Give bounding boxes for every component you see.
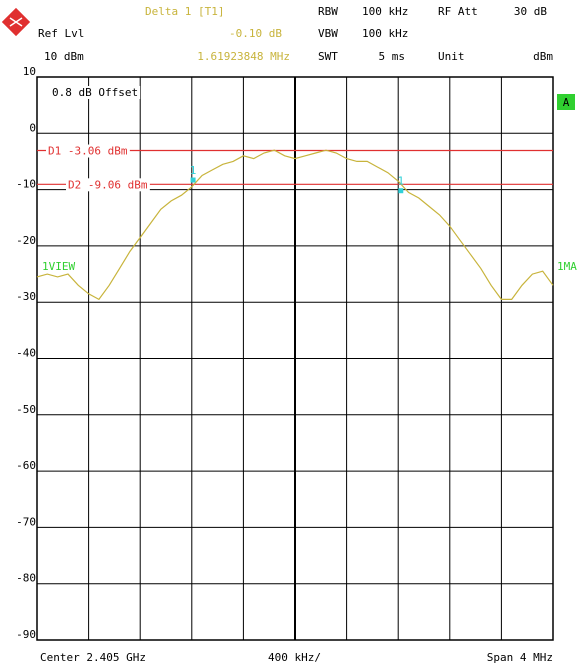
note-bg — [50, 86, 141, 99]
center-freq: Center 2.405 GHz — [40, 651, 146, 664]
y-tick-label: -50 — [16, 403, 36, 416]
span: Span 4 MHz — [487, 651, 553, 664]
y-tick-label: -40 — [16, 347, 36, 360]
y-tick-label: -80 — [16, 572, 36, 585]
rfatt-value: 30 dB — [514, 5, 547, 18]
delta-value: -0.10 dB — [229, 27, 282, 40]
offset-note: 0.8 dB Offset — [52, 86, 138, 99]
logo — [1, 7, 31, 37]
delta-label: Delta 1 [T1] — [145, 5, 224, 18]
swt-label: SWT — [318, 50, 338, 63]
rbw-value: 100 kHz — [362, 5, 408, 18]
rbw-label: RBW — [318, 5, 338, 18]
per-div: 400 kHz/ — [268, 651, 321, 664]
unit-value: dBm — [533, 50, 553, 63]
marker — [190, 177, 196, 183]
y-tick-label: -70 — [16, 515, 36, 528]
vbw-value: 100 kHz — [362, 27, 408, 40]
y-tick-label: -20 — [16, 234, 36, 247]
label-bg — [46, 144, 130, 158]
marker — [398, 188, 404, 194]
delta-freq: 1.61923848 MHz — [197, 50, 290, 63]
ref-value: 10 dBm — [44, 50, 84, 63]
y-tick-label: -10 — [16, 178, 36, 191]
label-bg — [66, 178, 150, 192]
vbw-label: VBW — [318, 27, 338, 40]
badge: A — [563, 96, 570, 109]
unit-label: Unit — [438, 50, 465, 63]
marker-label: 1 — [397, 175, 404, 188]
display-line-label: D2 -9.06 dBm — [68, 178, 148, 191]
badge-bg — [557, 94, 575, 110]
y-tick-label: 0 — [29, 121, 36, 134]
trace-label: 1VIEW — [42, 260, 75, 273]
swt-value: 5 ms — [379, 50, 406, 63]
y-tick-label: -60 — [16, 459, 36, 472]
rfatt-label: RF Att — [438, 5, 478, 18]
y-tick-label: 10 — [23, 65, 36, 78]
marker-label: 1 — [190, 164, 197, 177]
display-line-label: D1 -3.06 dBm — [48, 145, 128, 158]
ref-label: Ref Lvl — [38, 27, 84, 40]
y-tick-label: -30 — [16, 290, 36, 303]
trace-mode: 1MA — [557, 260, 577, 273]
y-tick-label: -90 — [16, 628, 36, 641]
trace — [36, 149, 554, 301]
